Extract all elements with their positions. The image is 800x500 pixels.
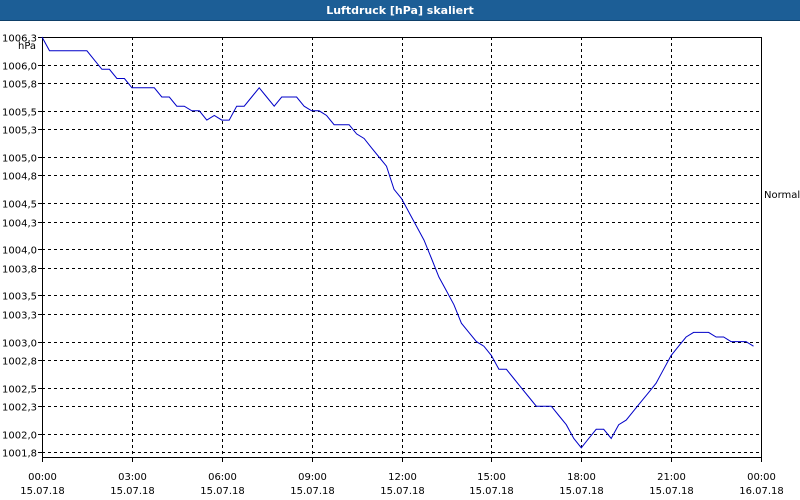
- x-tick-date-label: 15.07.18: [469, 486, 514, 497]
- x-tick-time-label: 06:00: [208, 472, 237, 483]
- y-tick-label: 1002,0: [2, 431, 37, 442]
- x-tick-date-label: 16.07.18: [739, 486, 784, 497]
- y-tick-label: 1006,0: [2, 62, 37, 73]
- x-tick-date-label: 15.07.18: [20, 486, 65, 497]
- x-tick-date-label: 15.07.18: [649, 486, 694, 497]
- y-tick-label: 1002,3: [2, 403, 37, 414]
- x-tick-time-label: 00:00: [747, 472, 776, 483]
- x-tick-date-label: 15.07.18: [200, 486, 245, 497]
- x-tick-date-label: 15.07.18: [559, 486, 604, 497]
- plot-frame: [42, 37, 762, 458]
- x-tick-date-label: 15.07.18: [110, 486, 155, 497]
- chart-title: Luftdruck [hPa] skaliert: [0, 0, 800, 21]
- y-tick-label: 1001,8: [2, 449, 37, 460]
- y-tick-label: 1003,8: [2, 265, 37, 276]
- y-tick-label: 1005,5: [2, 108, 37, 119]
- y-tick-label: 1004,3: [2, 219, 37, 230]
- reference-line-label: Normal: [764, 190, 800, 201]
- data-series-line: [41, 36, 754, 449]
- y-tick-label: 1002,8: [2, 357, 37, 368]
- x-tick-time-label: 18:00: [567, 472, 596, 483]
- x-tick-time-label: 09:00: [298, 472, 327, 483]
- x-tick-time-label: 00:00: [28, 472, 57, 483]
- y-tick-label: 1004,5: [2, 200, 37, 211]
- y-tick-label: 1004,8: [2, 172, 37, 183]
- y-tick-label: 1005,0: [2, 154, 37, 165]
- y-tick-label: 1005,3: [2, 126, 37, 137]
- y-tick-label: 1003,0: [2, 339, 37, 350]
- y-tick-label: 1003,5: [2, 292, 37, 303]
- x-tick-date-label: 15.07.18: [380, 486, 425, 497]
- y-tick-label: 1004,0: [2, 246, 37, 257]
- x-tick-date-label: 15.07.18: [290, 486, 335, 497]
- y-axis-unit-label: hPa: [18, 41, 36, 52]
- y-tick-label: 1003,3: [2, 311, 37, 322]
- x-tick-time-label: 03:00: [118, 472, 147, 483]
- y-tick-label: 1006,3: [2, 34, 37, 45]
- y-tick-label: 1002,5: [2, 385, 37, 396]
- x-tick-time-label: 15:00: [477, 472, 506, 483]
- x-tick-time-label: 21:00: [657, 472, 686, 483]
- x-tick-time-label: 12:00: [388, 472, 417, 483]
- y-tick-label: 1005,8: [2, 80, 37, 91]
